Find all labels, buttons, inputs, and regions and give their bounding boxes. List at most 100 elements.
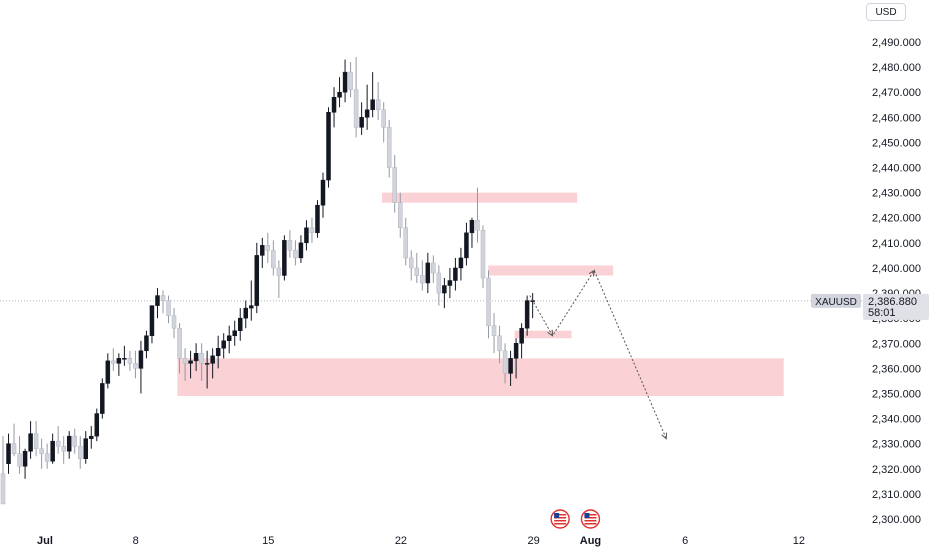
zone-0 [382,192,578,203]
candle-body [469,219,475,234]
candle-body [100,383,105,414]
price-tick-label: 2,490.000 [872,37,921,49]
flag-stripe [554,517,567,519]
candle [337,77,342,108]
candle [237,308,243,341]
candle [431,255,436,284]
candle-body [491,325,497,336]
projection-arrowhead [588,269,595,277]
candle [425,252,431,294]
candle [447,267,453,299]
candle [392,154,397,213]
candle-body [293,250,298,259]
candle [127,350,133,371]
candle [453,257,458,291]
candle-body [265,245,271,251]
candle-body [221,340,226,349]
candle [232,320,237,346]
candle-body [381,109,386,128]
price-tick-label: 2,450.000 [872,137,921,149]
currency-button[interactable]: USD [866,3,906,21]
candle [204,350,210,389]
candle [320,172,326,218]
candle-body [249,305,254,309]
candle [188,350,193,379]
candle-body [353,89,359,128]
candle-body [513,343,519,359]
candle-body [77,445,83,459]
candle-body [420,275,425,284]
candle [524,295,530,336]
candle-body [160,295,166,301]
candle-body [94,413,100,437]
candle-body [502,350,508,374]
candle-body [116,358,122,364]
candle [89,426,94,449]
candle [375,82,381,120]
flag-stripe [584,517,597,519]
candle [66,431,72,459]
flag-stripe [554,514,567,516]
candle [315,200,320,238]
flag-stripe [554,520,567,522]
candle-body [188,360,193,364]
candle [497,325,502,364]
time-tick-label: 8 [133,535,139,547]
candle [480,225,486,289]
candle-body [55,440,61,447]
candle [122,345,127,366]
time-tick-label: Jul [37,535,53,547]
candle [276,260,282,299]
candle [271,240,276,276]
candle-body [359,117,364,128]
candle [100,378,105,419]
candle-body [210,355,215,364]
candle-body [39,448,44,454]
candle-body [111,360,116,364]
candle-body [44,453,50,462]
candle-body [237,317,243,331]
candle-body [397,202,403,229]
candle-body [480,230,486,279]
candle-body [309,227,315,234]
symbol-tag-bg [811,293,861,308]
candle [182,348,188,381]
zone-3 [177,358,784,396]
zone-1 [488,265,614,276]
candle-body [276,267,282,276]
price-tick-label: 2,360.000 [872,363,921,375]
candle-body [392,167,397,203]
price-tick-label: 2,310.000 [872,489,921,501]
candle-body [304,227,309,244]
candle [265,232,271,263]
candle [513,338,519,379]
candle-body [464,232,469,259]
candle [6,433,11,474]
candle [138,340,144,394]
price-tick-label: 2,320.000 [872,464,921,476]
candle [254,242,260,314]
candle [133,350,138,379]
price-tick-label: 2,350.000 [872,388,921,400]
candle-body [403,227,409,259]
symbol-label: XAUUSD [815,297,857,308]
candle [105,353,111,389]
price-tick-label: 2,460.000 [872,112,921,124]
candle-body [375,99,381,111]
last-price-label: 2,386.880 [868,296,917,308]
candle [309,217,315,243]
candle [28,421,33,459]
time-axis[interactable]: Jul 8 15 22 29 Aug 6 12 [37,535,805,547]
price-axis[interactable]: 2,490.000 2,480.000 2,470.000 2,460.000 2,45… [872,37,921,526]
candle [44,443,50,469]
plot-area[interactable] [0,57,862,529]
candle-body [177,327,182,359]
candle [326,107,331,188]
candle-body [155,295,160,306]
candle [171,308,177,339]
flag-stripe [584,520,597,522]
time-tick-label: 6 [682,535,688,547]
price-tick-label: 2,420.000 [872,213,921,225]
candle-body [28,433,33,452]
